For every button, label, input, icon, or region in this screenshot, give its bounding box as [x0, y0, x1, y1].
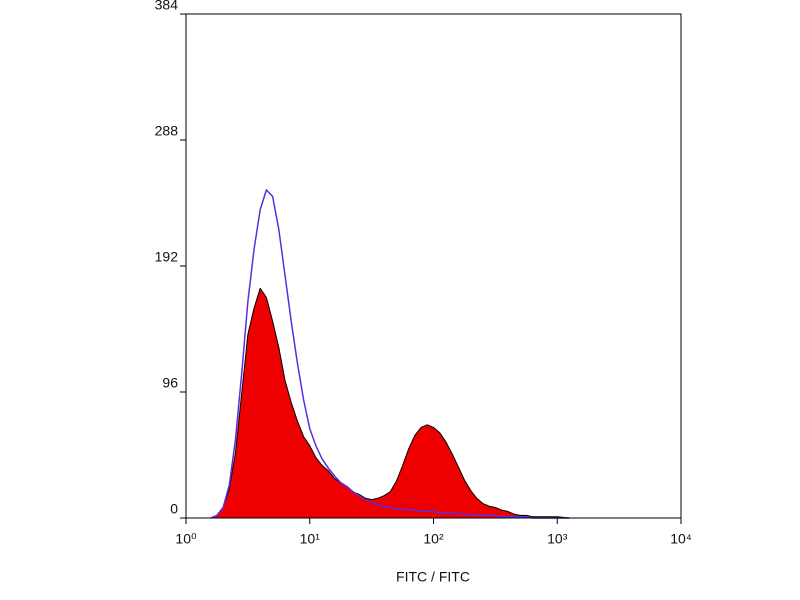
- x-tick-label: 10¹: [300, 531, 321, 547]
- x-tick-label: 10³: [547, 531, 568, 547]
- x-tick-label: 10⁴: [670, 531, 692, 547]
- y-tick-label: 96: [162, 375, 178, 391]
- histogram-area: [210, 287, 571, 519]
- y-tick-label: 288: [155, 123, 179, 139]
- y-tick-label: 0: [170, 501, 178, 517]
- x-tick-label: 10²: [423, 531, 444, 547]
- y-tick-label: 384: [155, 0, 179, 13]
- y-tick-label: 192: [155, 249, 179, 265]
- x-axis-label: FITC / FITC: [396, 569, 470, 585]
- histogram-line: [210, 189, 570, 519]
- x-tick-label: 10⁰: [175, 531, 197, 547]
